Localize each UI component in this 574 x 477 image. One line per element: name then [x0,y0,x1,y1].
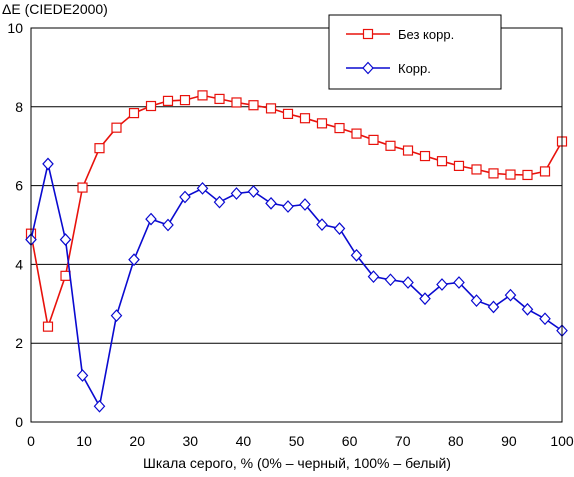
data-point [179,95,191,106]
data-point [471,164,482,175]
data-point [162,95,174,106]
data-point [539,166,551,177]
data-point [42,321,54,332]
y-tick-label: 4 [15,256,23,272]
data-point [351,128,362,139]
data-point [213,195,226,209]
y-tick-label: 0 [15,414,23,430]
x-tick-label: 10 [76,433,92,449]
x-axis-title: Шкала серого, % (0% – черный, 100% – бел… [143,455,451,471]
x-tick-label: 40 [236,433,252,449]
y-tick-label: 2 [15,335,23,351]
series-1 [25,90,568,332]
data-point [539,312,551,326]
data-point [521,302,534,316]
data-point [385,140,396,151]
data-point [196,181,209,195]
y-axis-title: ΔE (CIEDE2000) [2,1,108,17]
data-point [299,113,311,124]
data-point [436,156,448,167]
data-point [93,399,106,413]
data-point [76,369,89,382]
data-point [419,150,431,162]
data-point [94,143,105,154]
data-point [128,253,140,267]
data-point [488,168,499,179]
data-point [248,100,259,111]
data-point [522,169,533,181]
y-tick-label: 10 [7,20,23,36]
x-tick-label: 100 [550,433,574,449]
x-tick-label: 50 [289,433,305,449]
data-point [402,276,414,289]
data-point [111,122,122,133]
data-point [77,182,88,193]
data-point [179,190,191,204]
legend-marker [362,28,374,40]
data-point [145,212,157,226]
data-point [453,160,465,171]
series-line [30,163,563,409]
x-tick-label: 30 [183,433,199,449]
data-point [265,196,277,210]
data-point [350,248,363,262]
data-point [316,218,328,231]
x-tick-label: 0 [27,433,35,449]
data-point [230,187,243,200]
data-point [453,276,465,289]
data-point [231,97,242,108]
data-point [42,157,54,171]
data-point [299,198,311,211]
data-point [470,294,483,308]
data-point [419,292,431,306]
x-tick-label: 90 [501,433,517,449]
plot-frame [30,27,563,423]
legend-marker [362,61,374,75]
data-point [128,108,140,119]
series-line [30,94,563,330]
x-tick-label: 80 [448,433,464,449]
data-point [162,218,174,232]
x-tick-label: 70 [395,433,411,449]
legend-box [328,14,502,90]
data-point [333,222,346,235]
data-point [265,103,277,114]
x-tick-label: 20 [129,433,145,449]
y-tick-label: 8 [15,99,23,115]
legend-label: Без корр. [398,27,454,42]
legend: Без корр. Корр. [328,14,502,90]
data-point [368,134,379,145]
data-point [402,145,414,156]
data-point [247,185,260,198]
data-point [110,309,123,323]
y-tick-label: 6 [15,178,23,194]
data-point [504,288,517,302]
series-group [25,90,568,413]
data-point [145,100,157,112]
data-point [282,108,294,119]
data-point [334,122,345,134]
series-2 [25,157,568,413]
data-point [367,270,380,284]
legend-label: Корр. [398,61,431,76]
data-point [214,93,225,105]
data-point [316,118,328,129]
data-point [487,300,500,314]
data-point [436,278,448,291]
data-point [505,169,516,180]
grid [31,106,562,344]
data-point [384,273,397,287]
data-point [60,270,71,281]
data-point [197,90,208,101]
data-point [59,233,72,246]
data-point [282,200,294,213]
x-tick-label: 60 [342,433,358,449]
